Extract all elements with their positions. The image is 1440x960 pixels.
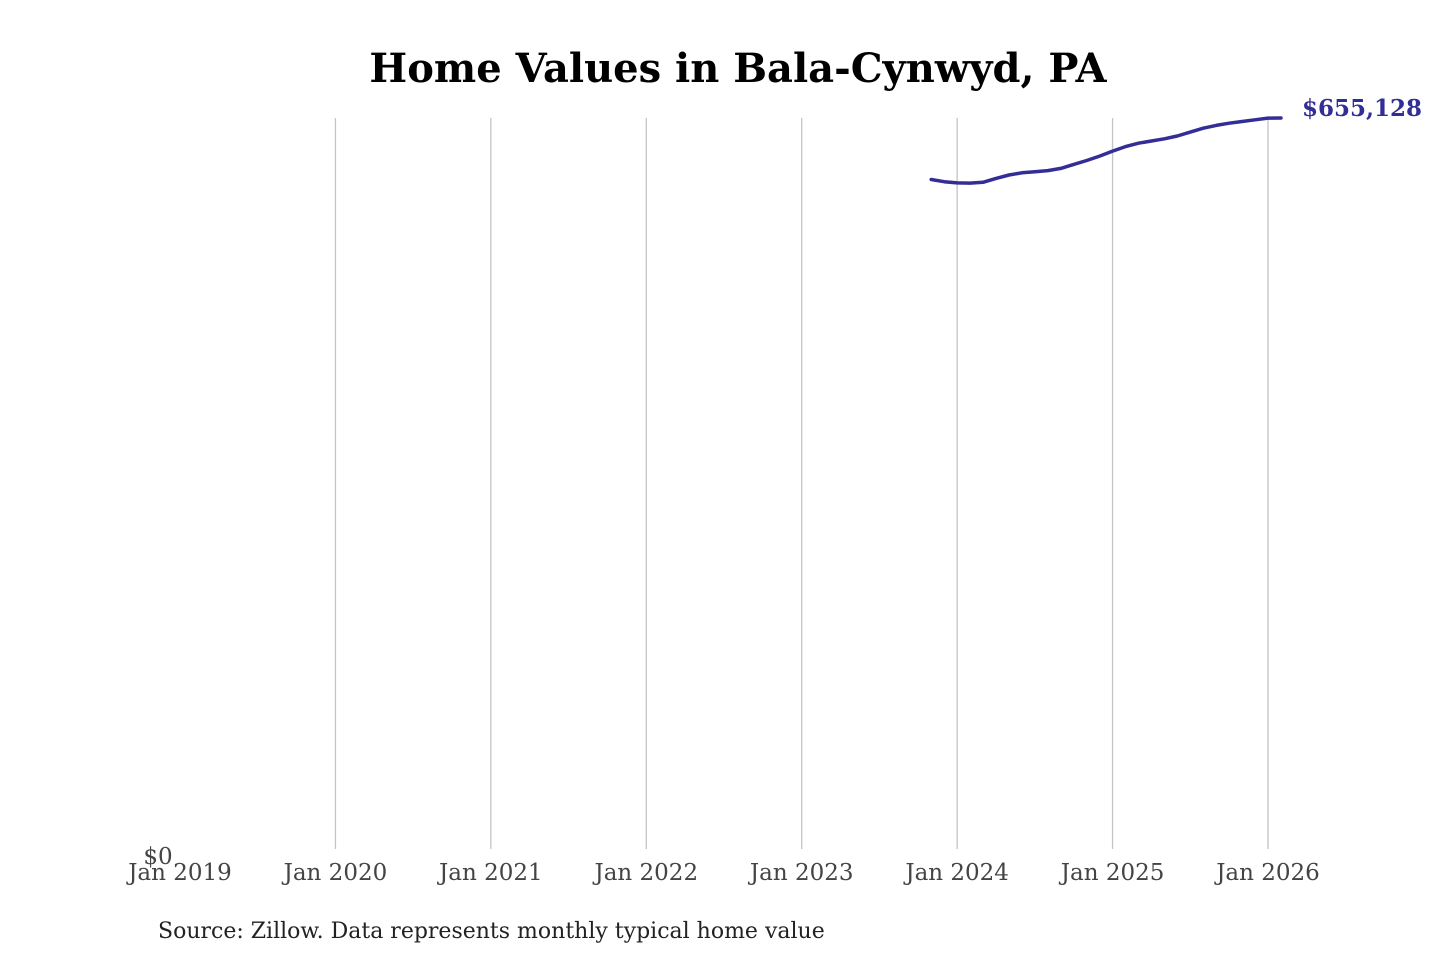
x-tick-label: Jan 2025 [1059,860,1165,886]
x-tick-label: Jan 2023 [748,860,854,886]
x-axis-ticks: Jan 2019 Jan 2020 Jan 2021 Jan 2022 Jan 2023… [126,860,1320,886]
series [929,116,1283,185]
source-note: Source: Zillow. Data represents monthly … [158,919,825,944]
x-tick-label: Jan 2019 [126,860,232,886]
end-value-label: $655,128 [1302,95,1422,122]
chart-title: Home Values in Bala-Cynwyd, PA [369,45,1107,92]
x-tick-label: Jan 2026 [1214,860,1320,886]
x-tick-label: Jan 2024 [903,860,1009,886]
x-tick-label: Jan 2020 [282,860,388,886]
home-value-line [929,116,1283,185]
x-tick-label: Jan 2021 [437,860,543,886]
gridlines [334,118,1269,849]
x-tick-label: Jan 2022 [592,860,698,886]
y-tick-label: $0 [143,844,172,870]
